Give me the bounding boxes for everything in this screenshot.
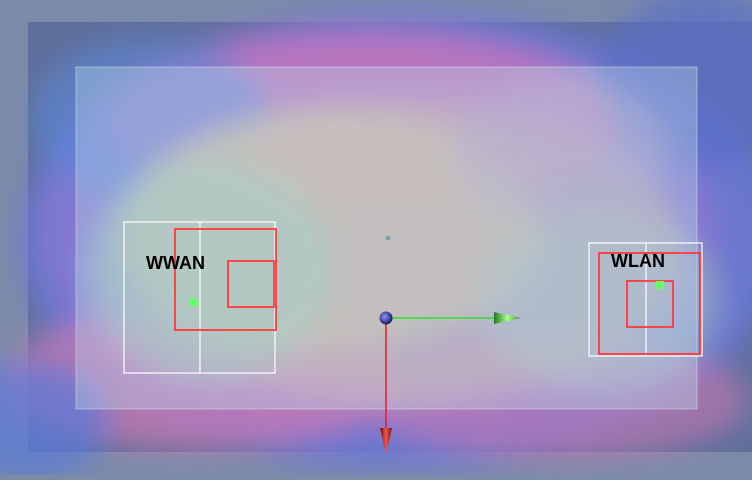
scene-point — [385, 235, 391, 241]
y-axis-arrow — [380, 428, 392, 454]
wwan-label: WWAN — [146, 253, 205, 273]
wwan-red-outer — [174, 228, 277, 331]
wlan-marker — [656, 281, 664, 289]
axes-gizmo — [379, 311, 521, 454]
wwan-antenna — [123, 221, 277, 374]
origin-sphere — [379, 311, 393, 325]
wlan-antenna — [588, 242, 703, 357]
wwan-red-inner — [227, 260, 275, 308]
wwan-marker — [190, 298, 198, 306]
wlan-red-outer — [598, 252, 701, 355]
x-axis-arrow — [494, 312, 521, 324]
wlan-red-inner — [626, 280, 674, 328]
wlan-label: WLAN — [611, 251, 665, 271]
